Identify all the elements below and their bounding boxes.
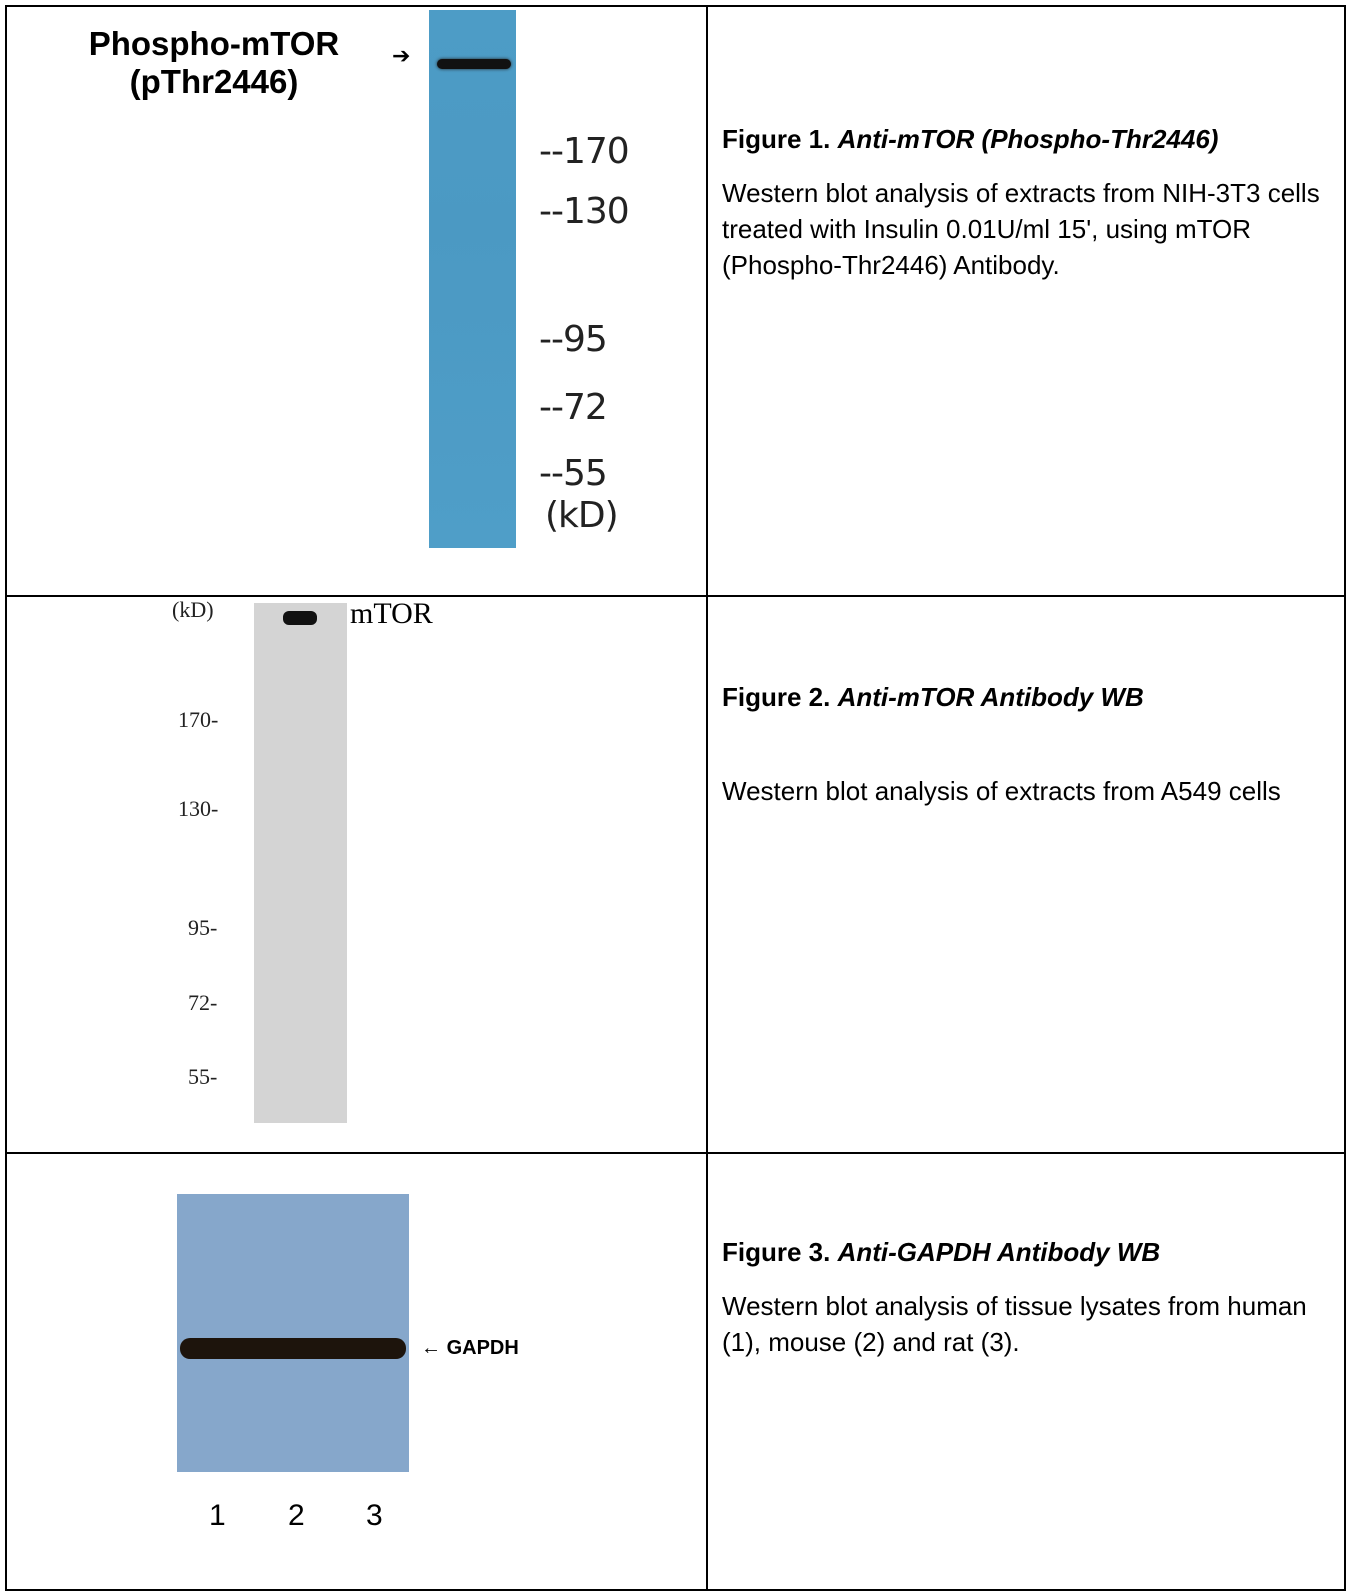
blot-3-band-label: ← GAPDH <box>421 1337 519 1360</box>
figure-table: Phospho-mTOR (pThr2446) ➔ --170 --130 --… <box>5 5 1346 1591</box>
blot-3-lane-3: 3 <box>366 1499 383 1532</box>
blot-1-marker-130: --130 <box>539 191 630 232</box>
figure-1-body: Western blot analysis of extracts from N… <box>722 178 1320 280</box>
figure-2-title-prefix: Figure 2. <box>722 682 831 712</box>
figure-2-title: Figure 2. Anti-mTOR Antibody WB <box>722 682 1144 713</box>
blot-2-marker-95: 95- <box>188 915 218 940</box>
figure-3-title-prefix: Figure 3. <box>722 1237 831 1267</box>
figure-row-2: (kD) mTOR 170- 130- 95- 72- 55- Figure 2… <box>5 595 1346 1154</box>
figure-1-title-prefix: Figure 1. <box>722 124 831 154</box>
figure-1-title: Figure 1. Anti-mTOR (Phospho-Thr2446) <box>722 124 1218 155</box>
figure-3-body: Western blot analysis of tissue lysates … <box>722 1291 1307 1357</box>
blot-1-marker-55: --55 <box>539 453 608 494</box>
blot-1-band <box>437 59 511 69</box>
blot-1-marker-72: --72 <box>539 387 608 428</box>
figure-3-title: Figure 3. Anti-GAPDH Antibody WB <box>722 1237 1160 1268</box>
blot-1-unit: (kD) <box>545 495 619 536</box>
figure-3-caption-cell: Figure 3. Anti-GAPDH Antibody WB Western… <box>706 1152 1346 1591</box>
figure-row-1: Phospho-mTOR (pThr2446) ➔ --170 --130 --… <box>5 5 1346 597</box>
blot-3-label-text: GAPDH <box>446 1337 519 1359</box>
blot-2-marker-130: 130- <box>178 796 219 821</box>
blot-3-lane-2: 2 <box>288 1499 305 1532</box>
figure-3-title-italic: Anti-GAPDH Antibody WB <box>837 1237 1161 1267</box>
figure-3-image-cell: ← GAPDH 1 2 3 <box>5 1152 708 1591</box>
figure-2-image-cell: (kD) mTOR 170- 130- 95- 72- 55- <box>5 595 708 1154</box>
blot-2-marker-72: 72- <box>188 990 218 1015</box>
blot-1-target-label: Phospho-mTOR (pThr2446) <box>69 25 359 101</box>
blot-2-marker-55: 55- <box>188 1064 218 1089</box>
blot-1-marker-170: --170 <box>539 131 630 172</box>
figure-2-title-italic: Anti-mTOR Antibody WB <box>837 682 1144 712</box>
blot-1-label-line1: Phospho-mTOR <box>88 25 340 62</box>
blot-1-arrow-icon: ➔ <box>392 43 411 68</box>
figure-1-title-italic: Anti-mTOR (Phospho-Thr2446) <box>837 124 1219 154</box>
blot-3-band <box>180 1338 406 1359</box>
blot-2-band <box>283 611 317 625</box>
blot-3-arrow-icon: ← <box>421 1337 441 1359</box>
blot-2-lane <box>254 603 347 1123</box>
figure-2-caption-cell: Figure 2. Anti-mTOR Antibody WB Western … <box>706 595 1346 1154</box>
blot-2-unit: (kD) <box>172 597 214 622</box>
blot-1-lane <box>429 10 516 548</box>
blot-1-marker-95: --95 <box>539 319 608 360</box>
figure-1-caption-cell: Figure 1. Anti-mTOR (Phospho-Thr2446) We… <box>706 5 1346 597</box>
figure-row-3: ← GAPDH 1 2 3 Figure 3. Anti-GAPDH Antib… <box>5 1152 1346 1591</box>
blot-2-marker-170: 170- <box>178 707 219 732</box>
blot-3-lane-1: 1 <box>209 1499 226 1532</box>
blot-1-label-line2: (pThr2446) <box>129 63 299 100</box>
blot-2-band-label: mTOR <box>350 597 433 630</box>
blot-3-membrane <box>177 1194 409 1472</box>
figure-1-image-cell: Phospho-mTOR (pThr2446) ➔ --170 --130 --… <box>5 5 708 597</box>
figure-2-body: Western blot analysis of extracts from A… <box>722 776 1281 806</box>
